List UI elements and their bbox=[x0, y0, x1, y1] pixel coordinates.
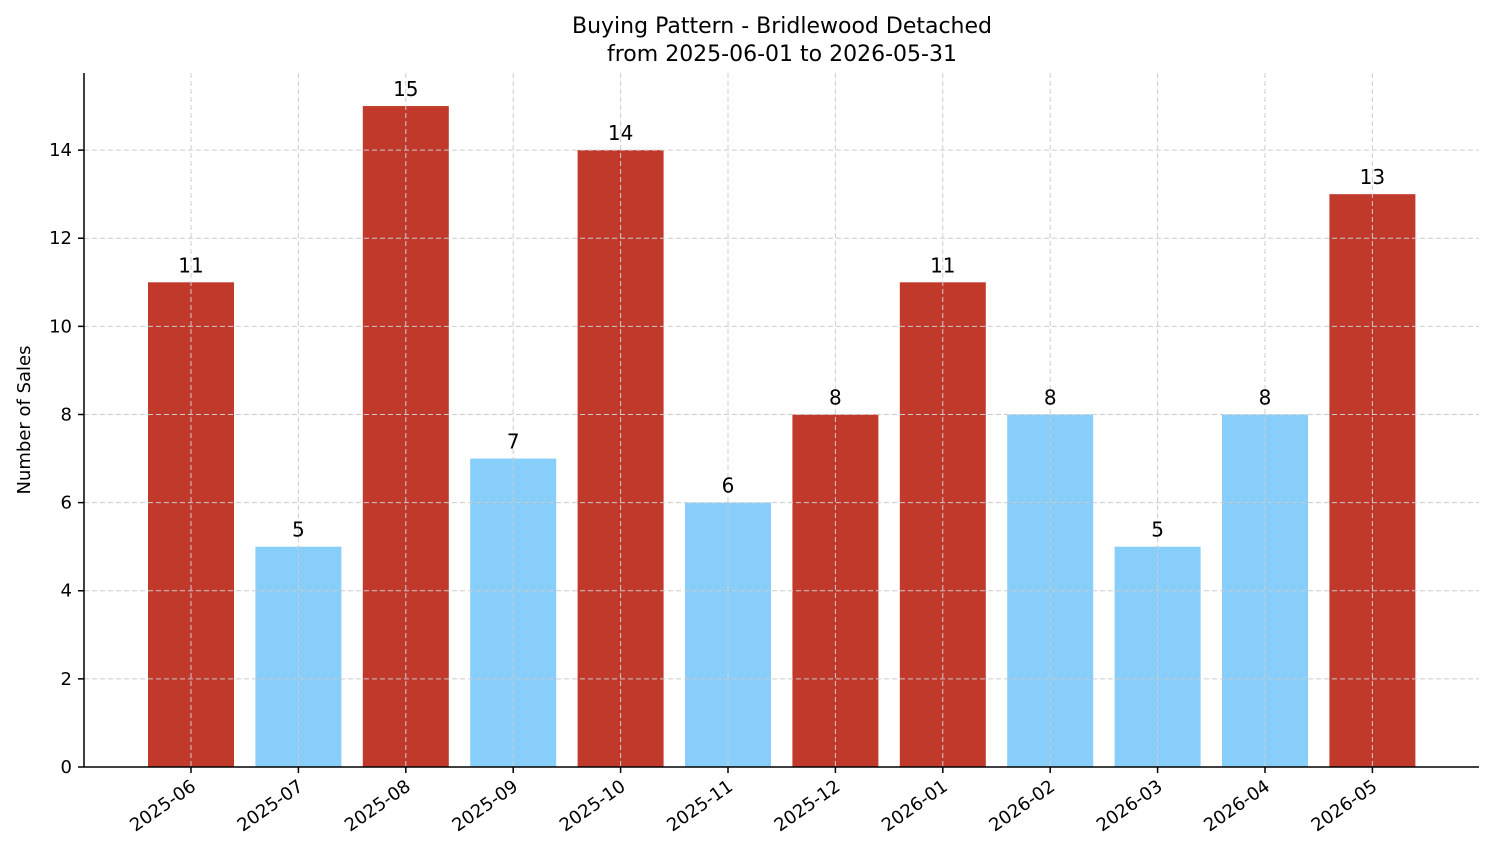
x-tick-label: 2025-08 bbox=[341, 776, 415, 836]
y-tick-label: 8 bbox=[61, 404, 72, 425]
y-tick-label: 10 bbox=[49, 316, 72, 337]
x-tick-label: 2026-02 bbox=[985, 776, 1059, 836]
chart-title: Buying Pattern - Bridlewood Detached bbox=[572, 14, 992, 39]
x-tick-label: 2025-09 bbox=[448, 776, 522, 836]
y-tick-label: 2 bbox=[61, 669, 72, 690]
bar-value-label: 13 bbox=[1360, 165, 1385, 189]
y-tick-label: 12 bbox=[49, 228, 72, 249]
bar-value-label: 8 bbox=[829, 385, 842, 409]
x-tick-label: 2026-03 bbox=[1093, 776, 1167, 836]
chart-subtitle: from 2025-06-01 to 2026-05-31 bbox=[607, 42, 957, 67]
y-tick-label: 6 bbox=[61, 493, 72, 514]
bars bbox=[148, 106, 1416, 768]
x-tick-label: 2026-05 bbox=[1308, 776, 1382, 836]
bar-value-label: 15 bbox=[393, 77, 418, 101]
bar-value-label: 7 bbox=[507, 430, 520, 454]
x-tick-label: 2026-01 bbox=[878, 776, 952, 836]
y-tick-label: 4 bbox=[61, 581, 72, 602]
x-tick-label: 2025-07 bbox=[234, 776, 308, 836]
x-tick-label: 2025-11 bbox=[663, 776, 737, 836]
x-tick-label: 2026-04 bbox=[1200, 776, 1274, 836]
bar-value-label: 11 bbox=[178, 253, 203, 277]
bar-value-label: 5 bbox=[1151, 518, 1164, 542]
x-tick-label: 2025-06 bbox=[126, 776, 200, 836]
bar-value-label: 6 bbox=[722, 474, 735, 498]
bar-value-label: 8 bbox=[1259, 385, 1272, 409]
bar-value-label: 11 bbox=[930, 253, 955, 277]
bar-value-label: 5 bbox=[292, 518, 305, 542]
x-tick-label: 2025-10 bbox=[556, 776, 630, 836]
y-tick-label: 14 bbox=[49, 140, 72, 161]
bar-value-label: 14 bbox=[608, 121, 633, 145]
y-tick-label: 0 bbox=[61, 757, 72, 778]
axes bbox=[83, 73, 1479, 768]
x-tick-label: 2025-12 bbox=[771, 776, 845, 836]
y-axis-label: Number of Sales bbox=[14, 345, 35, 494]
bar-value-label: 8 bbox=[1044, 385, 1057, 409]
data-labels: 11 5 15 7 14 6 8 11 8 5 8 13 bbox=[178, 77, 1385, 542]
